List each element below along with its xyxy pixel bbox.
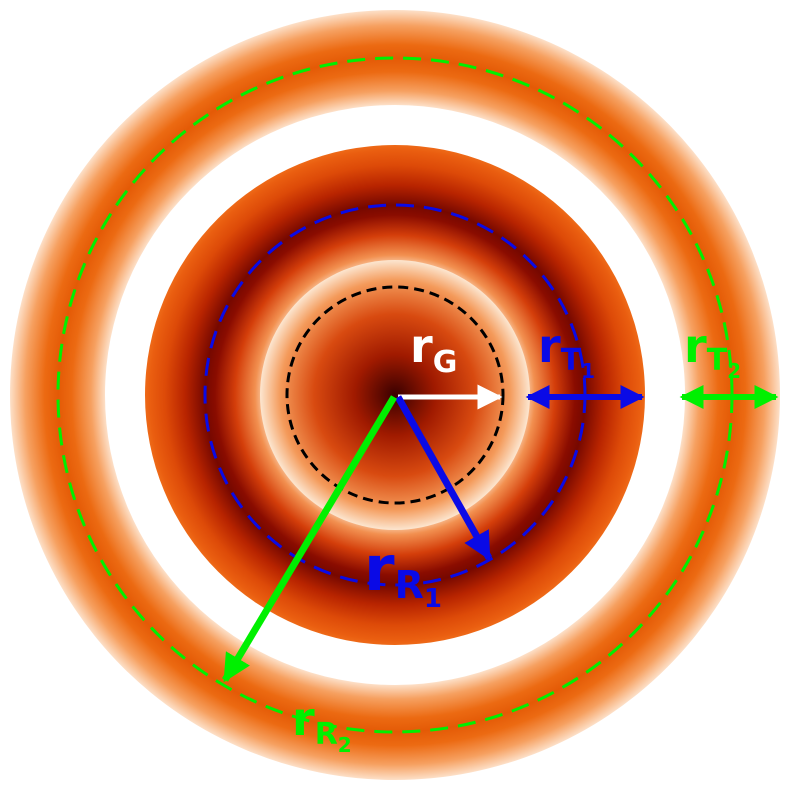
concentric-rings-diagram: rG rT1 rT2 rR1 rR2 <box>0 0 790 790</box>
